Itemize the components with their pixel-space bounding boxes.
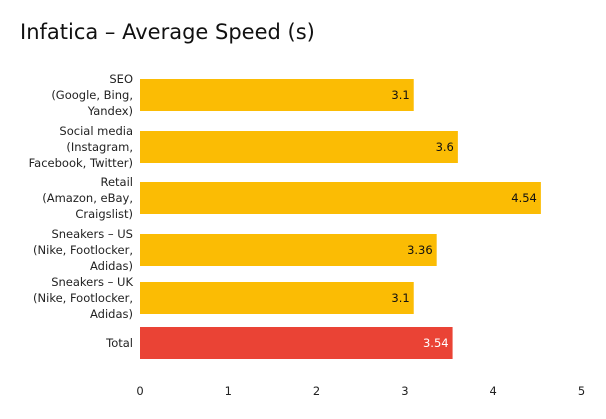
bar — [140, 282, 414, 314]
category-label: (Instagram, — [66, 140, 133, 154]
bar — [140, 234, 437, 266]
category-label: Craigslist) — [75, 207, 133, 221]
bar — [140, 79, 414, 111]
bar — [140, 327, 453, 359]
data-label: 3.1 — [391, 291, 409, 305]
category-label: Sneakers – UK — [51, 275, 133, 289]
x-tick-label: 2 — [313, 384, 320, 398]
category-label: Sneakers – US — [51, 227, 133, 241]
category-label: (Nike, Footlocker, — [33, 243, 133, 257]
category-label: (Amazon, eBay, — [42, 191, 133, 205]
category-label: SEO — [109, 72, 133, 86]
data-label: 3.1 — [391, 88, 409, 102]
category-label: Yandex) — [87, 104, 133, 118]
category-label: Total — [105, 336, 133, 350]
bar — [140, 131, 458, 163]
x-tick-label: 4 — [490, 384, 497, 398]
data-label: 3.6 — [436, 140, 454, 154]
category-label: Facebook, Twitter) — [29, 156, 133, 170]
category-label: (Nike, Footlocker, — [33, 291, 133, 305]
x-tick-label: 5 — [578, 384, 585, 398]
data-label: 3.54 — [423, 336, 449, 350]
x-tick-label: 3 — [401, 384, 408, 398]
x-tick-label: 1 — [225, 384, 232, 398]
category-label: Adidas) — [90, 259, 133, 273]
x-tick-label: 0 — [136, 384, 143, 398]
category-label: Adidas) — [90, 307, 133, 321]
category-label: Social media — [59, 124, 133, 138]
data-label: 4.54 — [511, 191, 537, 205]
category-label: (Google, Bing, — [51, 88, 133, 102]
bar — [140, 182, 541, 214]
data-label: 3.36 — [407, 243, 433, 257]
category-label: Retail — [101, 175, 134, 189]
